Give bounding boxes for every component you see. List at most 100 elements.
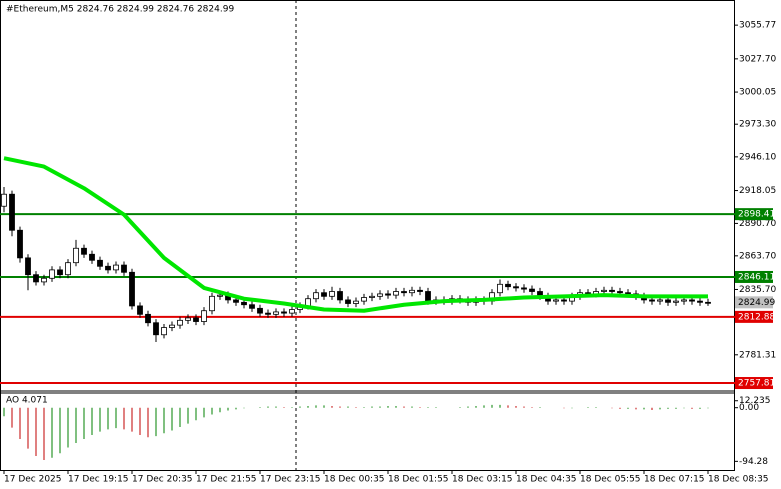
candle-body <box>561 299 567 302</box>
candle-body <box>81 247 87 255</box>
candle-body <box>665 299 671 303</box>
candle-body <box>121 264 127 273</box>
candle-body <box>257 307 263 314</box>
y-tick-label: 2946.10 <box>739 152 776 162</box>
y-tick-label: 2781.31 <box>739 350 776 360</box>
candle-body <box>705 301 711 304</box>
candle-body <box>169 324 175 328</box>
candle-body <box>409 289 415 294</box>
candle-body <box>385 293 391 296</box>
candle-body <box>41 277 47 283</box>
candle-body <box>161 327 167 336</box>
candle-body <box>345 299 351 304</box>
x-tick-label: 18 Dec 00:35 <box>324 475 385 485</box>
x-tick-label: 18 Dec 01:55 <box>388 475 449 485</box>
x-tick-label: 18 Dec 04:35 <box>516 475 577 485</box>
candle-body <box>265 312 271 315</box>
candle-body <box>73 247 79 264</box>
y-tick-label: 2973.30 <box>739 120 776 130</box>
candle-body <box>657 299 663 302</box>
x-tick-label: 17 Dec 20:35 <box>132 475 193 485</box>
x-tick-label: 18 Dec 08:35 <box>708 475 769 485</box>
level-label-box <box>735 208 773 221</box>
y-tick-label: 2863.70 <box>739 251 776 261</box>
candle-body <box>553 299 559 302</box>
chart-title: #Ethereum,M5 2824.76 2824.99 2824.76 282… <box>6 5 234 15</box>
candle-body <box>185 317 191 321</box>
candle-body <box>681 299 687 302</box>
ao-tick-label: 12.235 <box>739 396 771 406</box>
candle-body <box>697 300 703 303</box>
candle-body <box>57 269 63 276</box>
y-tick-label: 2918.05 <box>739 186 776 196</box>
candle-body <box>25 257 31 276</box>
candle-body <box>625 292 631 295</box>
candle-body <box>689 299 695 302</box>
candle-body <box>401 291 407 294</box>
candle-body <box>313 292 319 300</box>
candle-body <box>113 264 119 271</box>
candle-body <box>1 193 7 207</box>
candle-body <box>649 299 655 302</box>
candle-body <box>361 297 367 302</box>
candle-body <box>33 274 39 283</box>
x-tick-label: 17 Dec 23:15 <box>260 475 321 485</box>
candle-body <box>273 311 279 315</box>
candle-body <box>129 271 135 307</box>
candle-body <box>417 289 423 292</box>
candle-body <box>369 295 375 298</box>
ao-tick-label: 0.00 <box>739 403 759 413</box>
candle-body <box>609 289 615 292</box>
candle-body <box>281 311 287 314</box>
candle-body <box>89 253 95 261</box>
candle-body <box>321 292 327 297</box>
x-tick-label: 17 Dec 19:15 <box>68 475 129 485</box>
candle-body <box>17 229 23 259</box>
x-tick-label: 18 Dec 05:55 <box>580 475 641 485</box>
level-label: 2898.41 <box>738 210 775 220</box>
y-tick-label: 3027.70 <box>739 54 776 64</box>
candle-body <box>337 291 343 301</box>
x-tick-label: 18 Dec 03:15 <box>452 475 513 485</box>
candle-body <box>105 265 111 271</box>
candle-body <box>529 288 535 292</box>
level-label-box <box>735 310 773 323</box>
y-tick-label: 2890.70 <box>739 219 776 229</box>
candle-body <box>289 309 295 314</box>
candle-body <box>513 286 519 289</box>
candle-body <box>329 291 335 297</box>
x-tick-label: 17 Dec 21:55 <box>196 475 257 485</box>
candle-body <box>217 294 223 297</box>
candle-body <box>353 300 359 304</box>
candle-body <box>377 293 383 297</box>
candle-body <box>201 310 207 322</box>
frame <box>0 0 735 471</box>
candle-body <box>601 289 607 292</box>
candle-body <box>137 305 143 315</box>
candle-body <box>241 301 247 306</box>
candle-body <box>9 193 15 231</box>
ao-tick-label: -94.28 <box>739 457 768 467</box>
level-label-box <box>735 377 773 390</box>
x-tick-label: 17 Dec 2025 <box>4 475 62 485</box>
y-tick-label: 3000.05 <box>739 88 776 98</box>
candle-body <box>193 317 199 322</box>
price-label-box <box>735 296 773 309</box>
candle-body <box>209 295 215 312</box>
level-label: 2812.88 <box>738 312 775 322</box>
price-label: 2824.99 <box>738 298 775 308</box>
level-label: 2757.81 <box>738 379 775 389</box>
candle-body <box>617 291 623 294</box>
y-tick-label: 3055.77 <box>739 21 776 31</box>
candle-body <box>65 262 71 276</box>
level-label-box <box>735 270 773 283</box>
candle-body <box>497 283 503 294</box>
candle-body <box>177 319 183 326</box>
candle-body <box>505 283 511 288</box>
y-tick-label: 2835.70 <box>739 285 776 295</box>
candle-body <box>153 322 159 336</box>
candle-body <box>49 269 55 279</box>
level-label: 2846.11 <box>738 272 775 282</box>
candle-body <box>425 291 431 302</box>
